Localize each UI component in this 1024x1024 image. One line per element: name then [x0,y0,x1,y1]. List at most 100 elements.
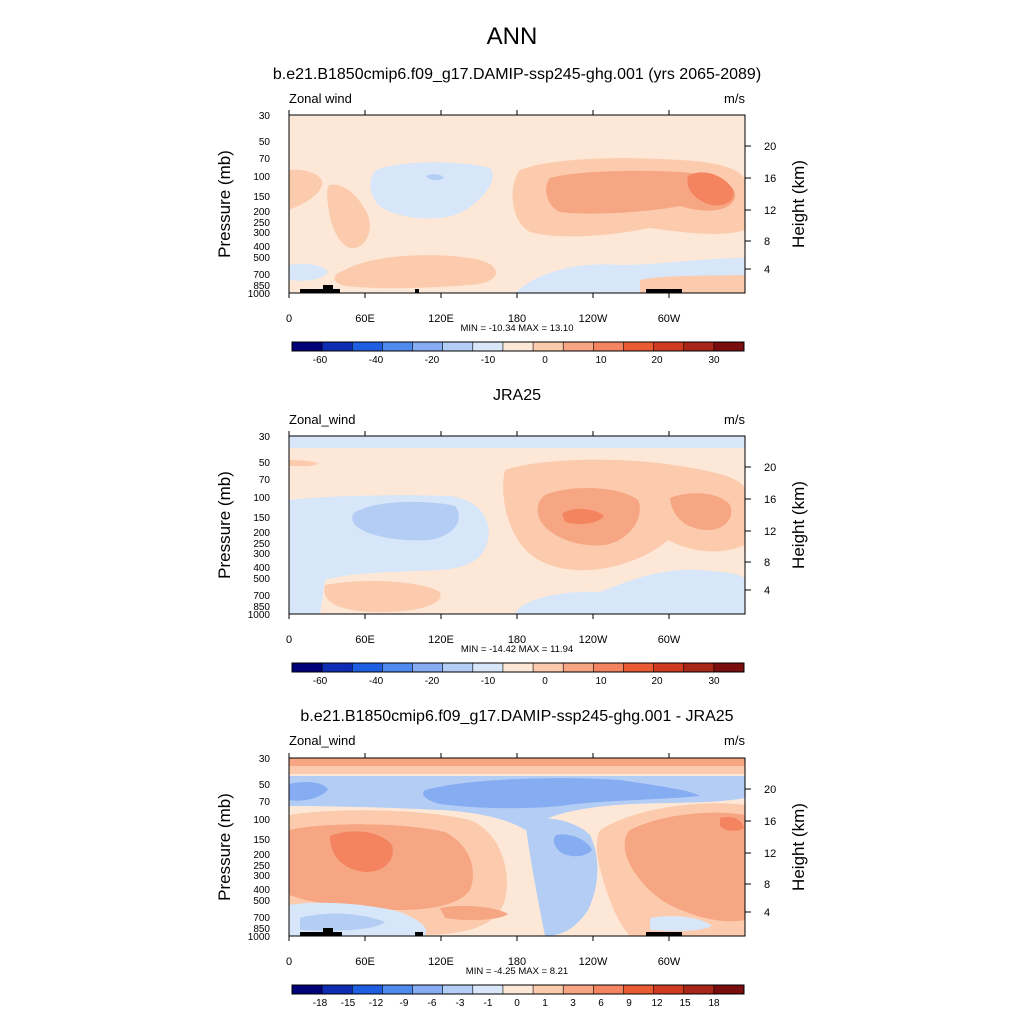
terrain-mask [300,928,682,936]
colorbar-bin [472,985,504,994]
svg-text:200: 200 [253,528,270,539]
contour-positive-top [289,758,745,768]
svg-text:20: 20 [651,676,663,687]
svg-text:-18: -18 [313,998,328,1009]
pressure-axis: 30 50 70 100 150 200 250 300 400 500 700… [248,432,271,621]
svg-text:0: 0 [542,355,548,366]
svg-text:8: 8 [764,557,770,569]
terrain-mask [300,285,682,293]
height-ticks [745,788,751,913]
svg-text:100: 100 [253,815,270,826]
colorbar-bin [292,663,323,672]
colorbar-bin [533,985,564,994]
variable-label: Zonal_wind [289,412,356,427]
colorbar-bin [533,342,564,351]
colorbar-bin [502,663,534,672]
contour-positive-west-top [289,460,318,467]
svg-text:100: 100 [253,493,270,504]
svg-text:150: 150 [253,513,270,524]
colorbar-bin [382,663,413,672]
svg-text:150: 150 [253,192,270,203]
pressure-axis-title: Pressure (mb) [215,471,234,579]
svg-text:250: 250 [253,218,270,229]
colorbar-bin [412,985,443,994]
svg-text:8: 8 [764,879,770,891]
units-label: m/s [724,91,745,106]
svg-text:20: 20 [764,141,776,153]
colorbar-bin [713,663,745,672]
colorbar-bin [442,342,474,351]
svg-text:250: 250 [253,539,270,550]
svg-text:300: 300 [253,871,270,882]
svg-text:10: 10 [595,676,607,687]
axis-ticks [288,431,670,619]
svg-text:-40: -40 [369,676,384,687]
svg-text:120W: 120W [579,634,608,646]
svg-text:500: 500 [253,896,270,907]
figure-title: ANN [487,23,538,50]
svg-text:60W: 60W [658,956,681,968]
contour-negative-surface [515,569,745,614]
svg-text:50: 50 [259,780,271,791]
contour-positive-east [670,493,732,530]
svg-text:50: 50 [259,458,271,469]
svg-text:850: 850 [253,602,270,613]
svg-text:50: 50 [259,137,271,148]
svg-text:-15: -15 [341,998,356,1009]
svg-text:70: 70 [259,475,271,486]
height-axis-title: Height (km) [789,803,808,891]
svg-text:250: 250 [253,861,270,872]
svg-text:700: 700 [253,591,270,602]
panel-difference: b.e21.B1850cmip6.f09_g17.DAMIP-ssp245-gh… [215,708,808,1009]
svg-text:0: 0 [286,634,292,646]
svg-text:120W: 120W [579,313,608,325]
colorbar-labels: -60 -40 -20 -10 0 10 20 30 [313,355,720,366]
svg-text:70: 70 [259,154,271,165]
svg-text:4: 4 [764,907,770,919]
colorbar-bin [593,342,624,351]
contour-positive-low-level [324,580,441,612]
svg-text:30: 30 [708,355,720,366]
colorbar-bin [352,342,383,351]
svg-text:0: 0 [286,956,292,968]
panel-title: b.e21.B1850cmip6.f09_g17.DAMIP-ssp245-gh… [300,708,733,725]
svg-text:-3: -3 [456,998,465,1009]
svg-text:-60: -60 [313,355,328,366]
colorbar-bin [623,663,654,672]
svg-text:120E: 120E [428,956,454,968]
contour-positive-west-jet [289,169,323,210]
svg-text:60E: 60E [355,956,375,968]
contour-positive-east-inner [624,812,745,922]
contour-positive-jet-max [562,508,604,524]
colorbar [291,662,745,673]
contour-positive-low-level [334,255,497,289]
svg-text:-6: -6 [428,998,437,1009]
colorbar-bin [412,342,443,351]
colorbar [291,984,745,995]
svg-text:700: 700 [253,913,270,924]
contour-positive-surface-mid [440,906,508,921]
height-axis-title: Height (km) [789,160,808,248]
svg-text:3: 3 [570,998,576,1009]
svg-text:30: 30 [259,754,271,765]
variable-label: Zonal wind [289,91,352,106]
colorbar [291,341,745,352]
colorbar-bin [713,342,745,351]
units-label: m/s [724,733,745,748]
colorbar-bin [653,342,685,351]
svg-text:16: 16 [764,816,776,828]
contour-field [289,115,745,293]
colorbar-bin [442,663,474,672]
svg-text:-20: -20 [425,355,440,366]
svg-text:12: 12 [764,848,776,860]
colorbar-bin [683,663,715,672]
svg-text:200: 200 [253,207,270,218]
svg-text:100: 100 [253,172,270,183]
svg-text:-9: -9 [400,998,409,1009]
colorbar-bin [563,985,594,994]
colorbar-labels: -18 -15 -12 -9 -6 -3 -1 0 1 3 6 9 12 15 … [313,998,720,1009]
svg-text:15: 15 [679,998,691,1009]
height-ticks [745,145,751,270]
svg-text:200: 200 [253,850,270,861]
svg-text:20: 20 [764,784,776,796]
